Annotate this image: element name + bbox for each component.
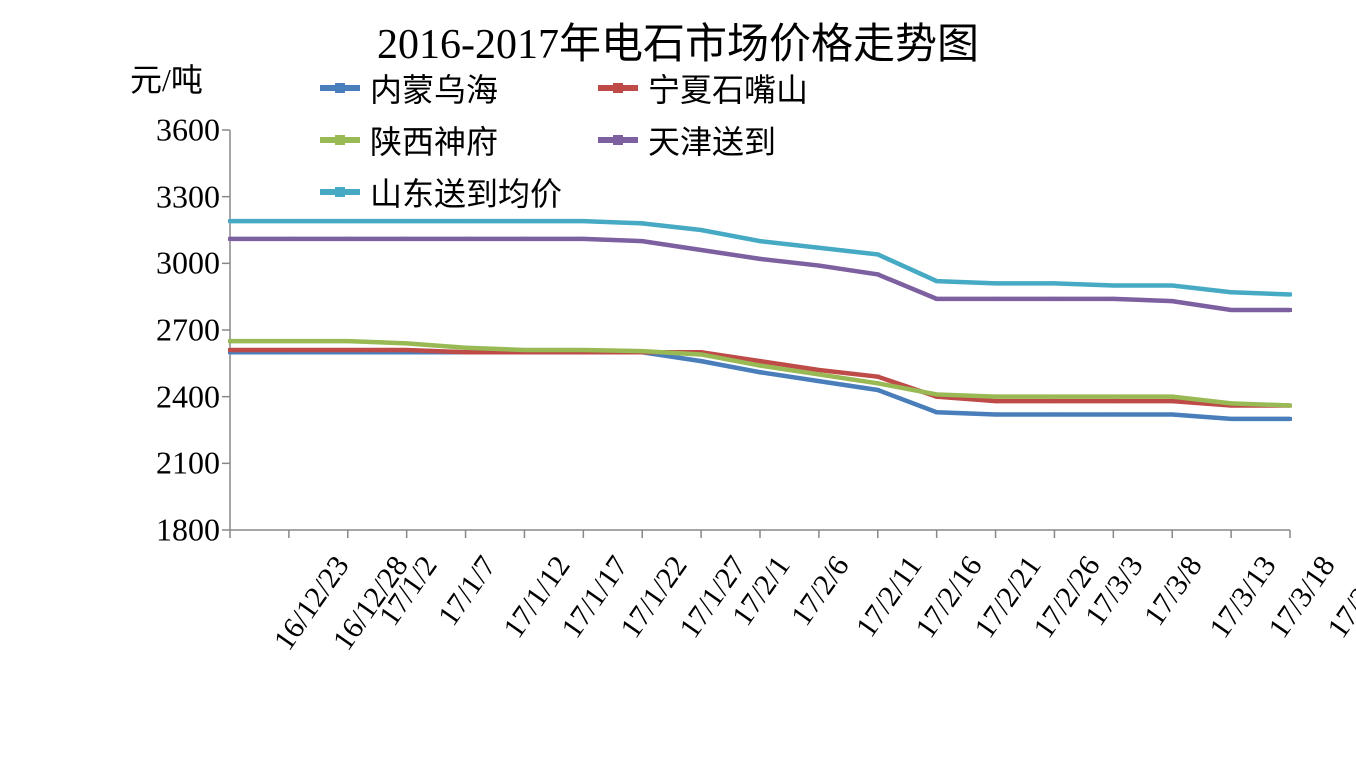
series-marker xyxy=(228,219,232,223)
series-marker xyxy=(228,237,232,241)
series-line xyxy=(230,239,1290,310)
series-marker xyxy=(876,388,880,392)
series-marker xyxy=(1229,401,1233,405)
series-marker xyxy=(817,379,821,383)
series-marker xyxy=(522,348,526,352)
series-marker xyxy=(522,237,526,241)
series-marker xyxy=(994,281,998,285)
series-marker xyxy=(758,257,762,261)
series-marker xyxy=(994,395,998,399)
series-marker xyxy=(405,219,409,223)
series-marker xyxy=(1052,399,1056,403)
series-marker xyxy=(346,348,350,352)
y-tick-label: 2700 xyxy=(156,312,220,349)
series-marker xyxy=(1288,417,1292,421)
series-marker xyxy=(522,219,526,223)
series-marker xyxy=(699,248,703,252)
series-marker xyxy=(994,297,998,301)
series-marker xyxy=(1052,395,1056,399)
series-marker xyxy=(699,359,703,363)
series-marker xyxy=(346,339,350,343)
series-marker xyxy=(817,264,821,268)
series-marker xyxy=(1229,308,1233,312)
series-marker xyxy=(699,352,703,356)
series-marker xyxy=(464,350,468,354)
series-marker xyxy=(1111,395,1115,399)
series-marker xyxy=(817,372,821,376)
series-marker xyxy=(228,339,232,343)
series-marker xyxy=(1170,412,1174,416)
series-marker xyxy=(1111,297,1115,301)
series-marker xyxy=(464,237,468,241)
series-marker xyxy=(994,399,998,403)
y-tick-label: 1800 xyxy=(156,512,220,549)
series-marker xyxy=(405,341,409,345)
series-marker xyxy=(876,375,880,379)
series-marker xyxy=(1111,399,1115,403)
series-marker xyxy=(287,237,291,241)
series-marker xyxy=(758,364,762,368)
series-marker xyxy=(935,279,939,283)
series-marker xyxy=(1170,395,1174,399)
series-marker xyxy=(1052,412,1056,416)
series-marker xyxy=(1288,404,1292,408)
series-marker xyxy=(346,219,350,223)
series-marker xyxy=(758,239,762,243)
series-marker xyxy=(758,370,762,374)
series-marker xyxy=(640,221,644,225)
series-marker xyxy=(817,368,821,372)
series-marker xyxy=(1288,308,1292,312)
series-marker xyxy=(228,348,232,352)
chart-container: 2016-2017年电石市场价格走势图 元/吨 内蒙乌海宁夏石嘴山陕西神府天津送… xyxy=(0,0,1356,763)
series-marker xyxy=(405,348,409,352)
series-marker xyxy=(464,219,468,223)
y-tick-label: 2100 xyxy=(156,445,220,482)
series-marker xyxy=(1170,284,1174,288)
series-marker xyxy=(935,297,939,301)
series-marker xyxy=(581,237,585,241)
series-marker xyxy=(876,252,880,256)
series-marker xyxy=(935,392,939,396)
series-marker xyxy=(287,219,291,223)
y-tick-label: 3300 xyxy=(156,178,220,215)
series-marker xyxy=(1052,297,1056,301)
series-marker xyxy=(1170,299,1174,303)
series-marker xyxy=(1229,417,1233,421)
series-marker xyxy=(287,339,291,343)
series-marker xyxy=(640,239,644,243)
series-marker xyxy=(1111,284,1115,288)
series-marker xyxy=(876,381,880,385)
series-marker xyxy=(994,412,998,416)
series-marker xyxy=(758,359,762,363)
series-marker xyxy=(699,228,703,232)
series-marker xyxy=(287,348,291,352)
series-marker xyxy=(346,237,350,241)
series-marker xyxy=(581,219,585,223)
series-marker xyxy=(581,348,585,352)
series-marker xyxy=(1229,290,1233,294)
series-marker xyxy=(1111,412,1115,416)
y-tick-label: 3600 xyxy=(156,112,220,149)
series-marker xyxy=(817,246,821,250)
series-marker xyxy=(1170,399,1174,403)
series-marker xyxy=(1052,281,1056,285)
series-marker xyxy=(405,237,409,241)
series-marker xyxy=(1288,292,1292,296)
series-marker xyxy=(640,349,644,353)
y-tick-label: 2400 xyxy=(156,378,220,415)
series-marker xyxy=(876,272,880,276)
y-tick-label: 3000 xyxy=(156,245,220,282)
series-marker xyxy=(464,346,468,350)
series-marker xyxy=(935,410,939,414)
